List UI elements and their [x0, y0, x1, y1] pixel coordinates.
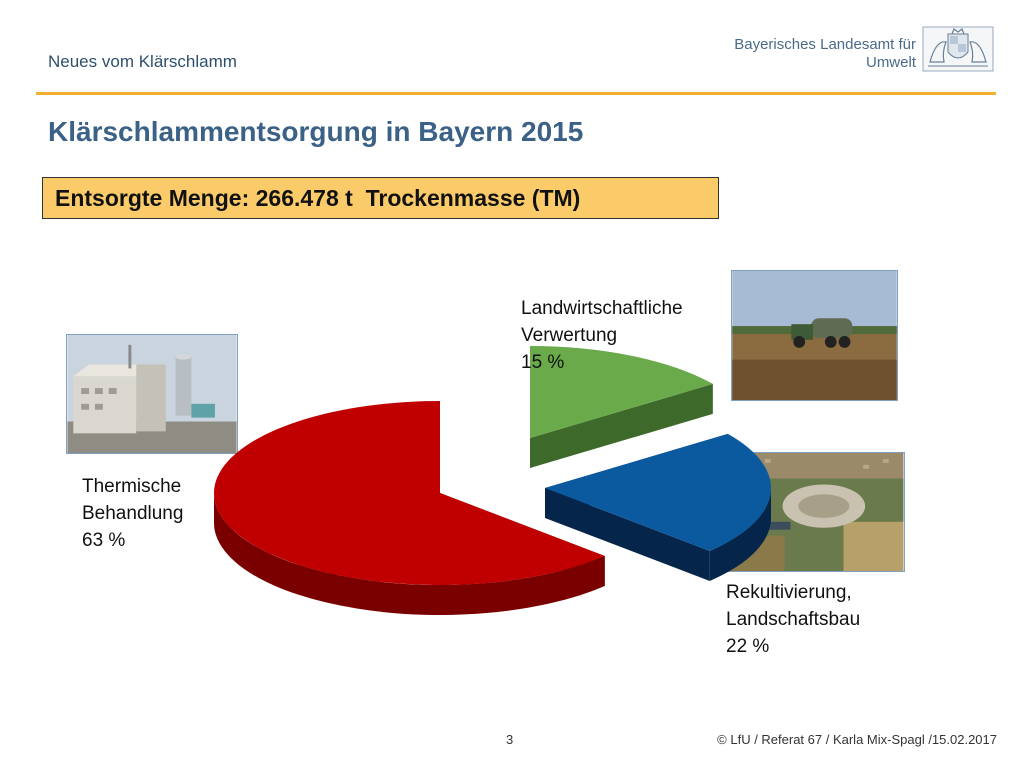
pie-slice-side-thermal: [214, 493, 605, 615]
pie-slice-side-recultivation: [709, 488, 771, 581]
label-agricultural-line2: Verwertung: [521, 325, 618, 346]
organization-name-line2: Umwelt: [865, 54, 916, 71]
header-divider: [36, 92, 996, 95]
organization-name-line1: Bayerisches Landesamt für: [734, 36, 916, 53]
farmland-tractor-photo: [731, 270, 898, 401]
label-thermal-percent: 63 %: [82, 530, 126, 551]
label-recultivation-percent: 22 %: [726, 636, 770, 657]
label-thermal-line2: Behandlung: [82, 503, 184, 524]
bavarian-coat-of-arms-logo: [922, 26, 994, 72]
label-thermal-treatment: Thermische Behandlung 63 %: [82, 473, 183, 554]
footer-credit: © LfU / Referat 67 / Karla Mix-Spagl /15…: [717, 732, 997, 747]
label-agricultural-use: Landwirtschaftliche Verwertung 15 %: [521, 295, 683, 376]
organization-name: Bayerisches Landesamt für Umwelt: [734, 36, 916, 72]
pie-slice-recultivation: [545, 433, 771, 551]
label-agricultural-line1: Landwirtschaftliche: [521, 298, 683, 319]
page-number: 3: [506, 732, 514, 747]
label-recultivation-line2: Landschaftsbau: [726, 609, 861, 630]
label-recultivation: Rekultivierung, Landschaftsbau 22 %: [726, 579, 860, 660]
pie-slice-agricultural: [530, 346, 713, 438]
label-agricultural-percent: 15 %: [521, 352, 565, 373]
label-recultivation-line1: Rekultivierung,: [726, 582, 852, 603]
presentation-topic: Neues vom Klärschlamm: [48, 52, 237, 71]
pie-slice-wall-agricultural-1: [530, 383, 713, 468]
pie-slice-wall-recultivation-1: [545, 488, 710, 581]
total-amount-box: Entsorgte Menge: 266.478 t Trockenmasse …: [42, 177, 719, 219]
incineration-plant-photo: [66, 334, 238, 454]
pie-slice-thermal: [214, 401, 605, 585]
slide-title: Klärschlammentsorgung in Bayern 2015: [48, 116, 584, 147]
label-thermal-line1: Thermische: [82, 476, 182, 497]
